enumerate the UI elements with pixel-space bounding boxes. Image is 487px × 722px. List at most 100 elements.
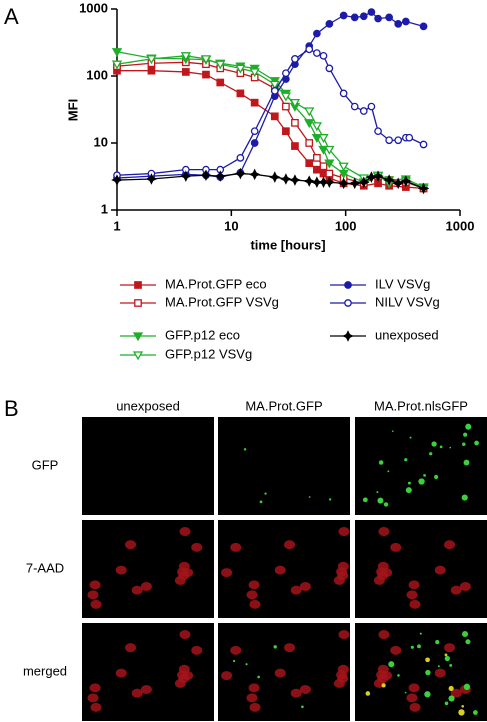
legend-label: GFP.p12 VSVg xyxy=(165,346,252,361)
data-point xyxy=(313,154,321,162)
data-point xyxy=(313,29,321,38)
nucleus xyxy=(409,702,421,712)
data-point xyxy=(319,51,328,60)
nucleus xyxy=(131,585,143,595)
data-point xyxy=(236,154,245,162)
series-line xyxy=(116,48,424,176)
gfp-signal xyxy=(462,631,469,638)
data-point xyxy=(304,119,315,129)
nucleus xyxy=(115,565,127,575)
data-point xyxy=(339,11,348,20)
nucleus xyxy=(284,540,296,550)
data-point xyxy=(357,176,370,188)
data-point xyxy=(181,68,190,76)
nucleus xyxy=(406,590,418,600)
y-tick-label: 100 xyxy=(86,67,108,82)
data-point xyxy=(180,52,191,62)
data-point xyxy=(318,134,329,144)
data-point xyxy=(374,127,382,136)
data-point xyxy=(269,80,280,90)
row-label: merged xyxy=(23,663,67,678)
nucleus xyxy=(377,664,389,674)
data-point xyxy=(111,60,123,70)
nucleus xyxy=(459,581,471,591)
nucleus xyxy=(89,683,101,693)
gfp-signal xyxy=(439,445,443,449)
micrograph xyxy=(82,623,214,721)
gfp-signal xyxy=(463,683,471,691)
gfp-signal xyxy=(458,709,465,716)
nucleus xyxy=(434,668,446,678)
gfp-signal xyxy=(410,645,414,649)
data-point xyxy=(374,14,382,23)
gfp-signal xyxy=(437,665,440,668)
data-point xyxy=(324,159,335,169)
gfp-signal xyxy=(462,442,466,447)
gfp-signal xyxy=(301,705,304,709)
data-point xyxy=(270,87,279,95)
nucleus xyxy=(444,643,456,653)
nucleus xyxy=(290,688,302,698)
gfp-signal xyxy=(463,459,470,466)
gfp-signal xyxy=(461,494,468,501)
data-point xyxy=(305,139,314,147)
nucleus xyxy=(131,688,143,698)
data-point xyxy=(350,13,359,22)
gfp-signal xyxy=(449,446,452,449)
micrograph xyxy=(355,623,487,721)
column-label: unexposed xyxy=(116,398,180,413)
data-point xyxy=(394,136,403,145)
column-label: MA.Prot.nlsGFP xyxy=(374,398,468,413)
gfp-signal xyxy=(328,498,332,501)
nucleus xyxy=(408,683,420,693)
nucleus xyxy=(337,664,349,674)
nucleus xyxy=(179,630,191,640)
data-point xyxy=(250,127,259,136)
data-point xyxy=(350,102,359,111)
nucleus xyxy=(140,684,152,694)
nucleus xyxy=(390,645,402,655)
gfp-signal xyxy=(424,691,431,698)
nucleus xyxy=(284,643,296,653)
data-point xyxy=(289,99,301,108)
gfp-signal xyxy=(392,430,394,433)
data-point xyxy=(311,176,323,188)
nucleus xyxy=(178,664,190,674)
y-tick-label: 1 xyxy=(101,201,108,216)
gfp-signal xyxy=(448,685,454,692)
gfp-signal xyxy=(264,492,267,495)
y-tick-label: 10 xyxy=(94,134,108,149)
nucleus xyxy=(230,542,242,552)
gfp-signal xyxy=(434,474,439,480)
nucleus xyxy=(246,590,258,600)
nucleus xyxy=(408,580,420,590)
data-point xyxy=(325,169,334,178)
gfp-signal xyxy=(233,659,236,663)
legend-marker xyxy=(134,299,142,307)
gfp-signal xyxy=(378,460,384,465)
gfp-signal xyxy=(425,669,431,676)
panel-label: B xyxy=(4,396,19,421)
x-axis-title: time [hours] xyxy=(250,237,325,252)
gfp-signal xyxy=(418,479,422,483)
data-point xyxy=(372,170,384,182)
gfp-signal xyxy=(259,500,263,504)
nucleus xyxy=(406,693,418,703)
x-tick-label: 100 xyxy=(335,218,357,233)
gfp-signal xyxy=(435,640,440,645)
nucleus xyxy=(90,702,102,712)
gfp-signal xyxy=(243,448,247,451)
row-label: GFP xyxy=(32,457,59,472)
gfp-signal xyxy=(448,695,455,702)
data-point xyxy=(313,165,321,174)
gfp-signal xyxy=(397,674,400,677)
gfp-signal xyxy=(474,440,479,446)
data-point xyxy=(270,112,279,121)
legend-marker xyxy=(134,281,142,289)
data-point xyxy=(216,78,225,87)
x-tick-label: 10 xyxy=(224,218,238,233)
legend-label: GFP.p12 eco xyxy=(165,327,240,342)
nucleus xyxy=(115,668,127,678)
data-point xyxy=(383,174,395,186)
